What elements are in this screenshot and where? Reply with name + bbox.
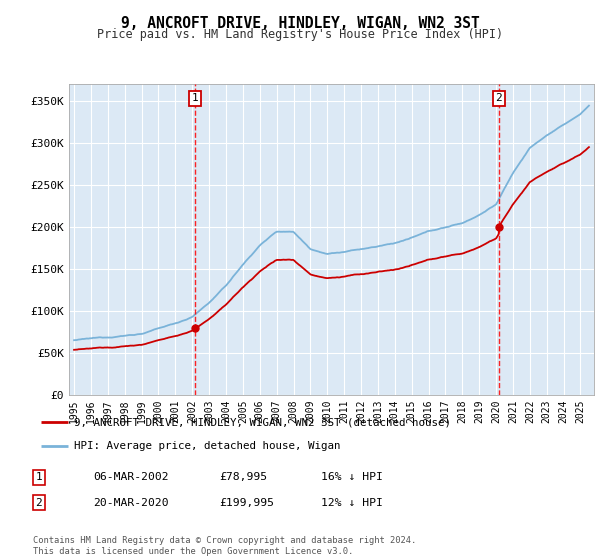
Text: HPI: Average price, detached house, Wigan: HPI: Average price, detached house, Wiga…	[74, 441, 340, 451]
Text: 1: 1	[35, 472, 43, 482]
Text: 1: 1	[192, 94, 199, 103]
Text: 16% ↓ HPI: 16% ↓ HPI	[321, 472, 383, 482]
Text: 2: 2	[496, 94, 502, 103]
Text: 20-MAR-2020: 20-MAR-2020	[93, 498, 169, 508]
Text: Contains HM Land Registry data © Crown copyright and database right 2024.
This d: Contains HM Land Registry data © Crown c…	[33, 536, 416, 556]
Text: 12% ↓ HPI: 12% ↓ HPI	[321, 498, 383, 508]
Text: 9, ANCROFT DRIVE, HINDLEY, WIGAN, WN2 3ST (detached house): 9, ANCROFT DRIVE, HINDLEY, WIGAN, WN2 3S…	[74, 417, 451, 427]
Text: 06-MAR-2002: 06-MAR-2002	[93, 472, 169, 482]
Text: 9, ANCROFT DRIVE, HINDLEY, WIGAN, WN2 3ST: 9, ANCROFT DRIVE, HINDLEY, WIGAN, WN2 3S…	[121, 16, 479, 31]
Text: Price paid vs. HM Land Registry's House Price Index (HPI): Price paid vs. HM Land Registry's House …	[97, 28, 503, 41]
Text: 2: 2	[35, 498, 43, 508]
Text: £78,995: £78,995	[219, 472, 267, 482]
Text: £199,995: £199,995	[219, 498, 274, 508]
